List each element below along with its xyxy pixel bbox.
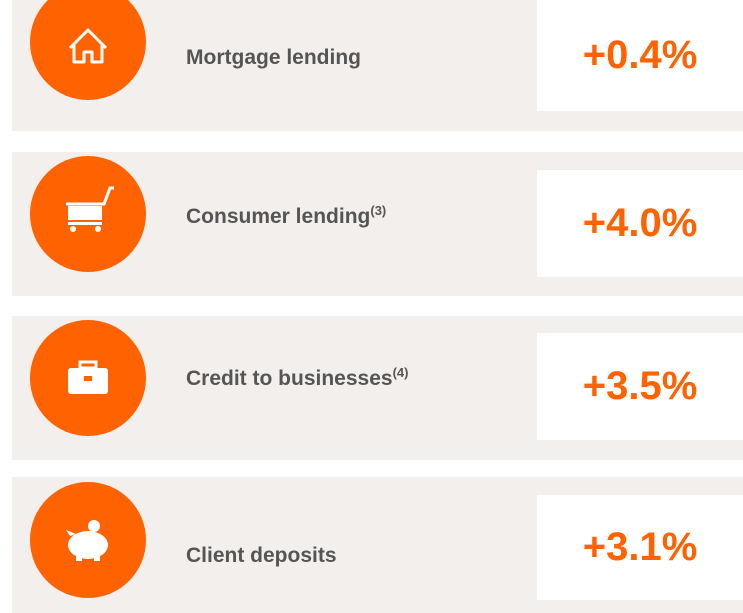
briefcase-icon — [68, 360, 108, 394]
cart-icon — [66, 186, 114, 232]
row-label: Consumer lending(3) — [186, 203, 386, 229]
row-label: Client deposits — [186, 544, 337, 568]
value-box: +0.4% — [537, 0, 743, 111]
house-icon — [68, 28, 108, 64]
piggy-icon — [66, 520, 108, 561]
label-text: Mortgage lending — [186, 46, 361, 69]
value-box: +3.1% — [537, 495, 743, 600]
label-text: Credit to businesses — [186, 367, 393, 390]
label-text: Client deposits — [186, 544, 337, 567]
label-text: Consumer lending — [186, 205, 371, 228]
row-label: Credit to businesses(4) — [186, 365, 408, 391]
footnote-ref: (3) — [370, 203, 387, 218]
footnote-ref: (4) — [392, 365, 409, 380]
circles — [30, 0, 146, 598]
value-box: +3.5% — [537, 333, 743, 440]
value-box: +4.0% — [537, 170, 743, 277]
row-label: Mortgage lending — [186, 46, 361, 70]
